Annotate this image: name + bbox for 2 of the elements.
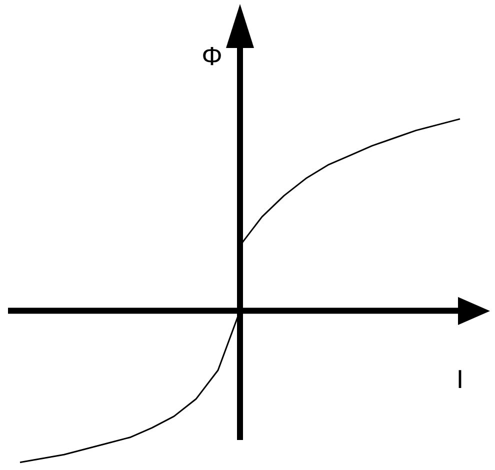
x-axis-title: I bbox=[456, 364, 464, 394]
y-axis-title: Φ bbox=[202, 41, 222, 72]
